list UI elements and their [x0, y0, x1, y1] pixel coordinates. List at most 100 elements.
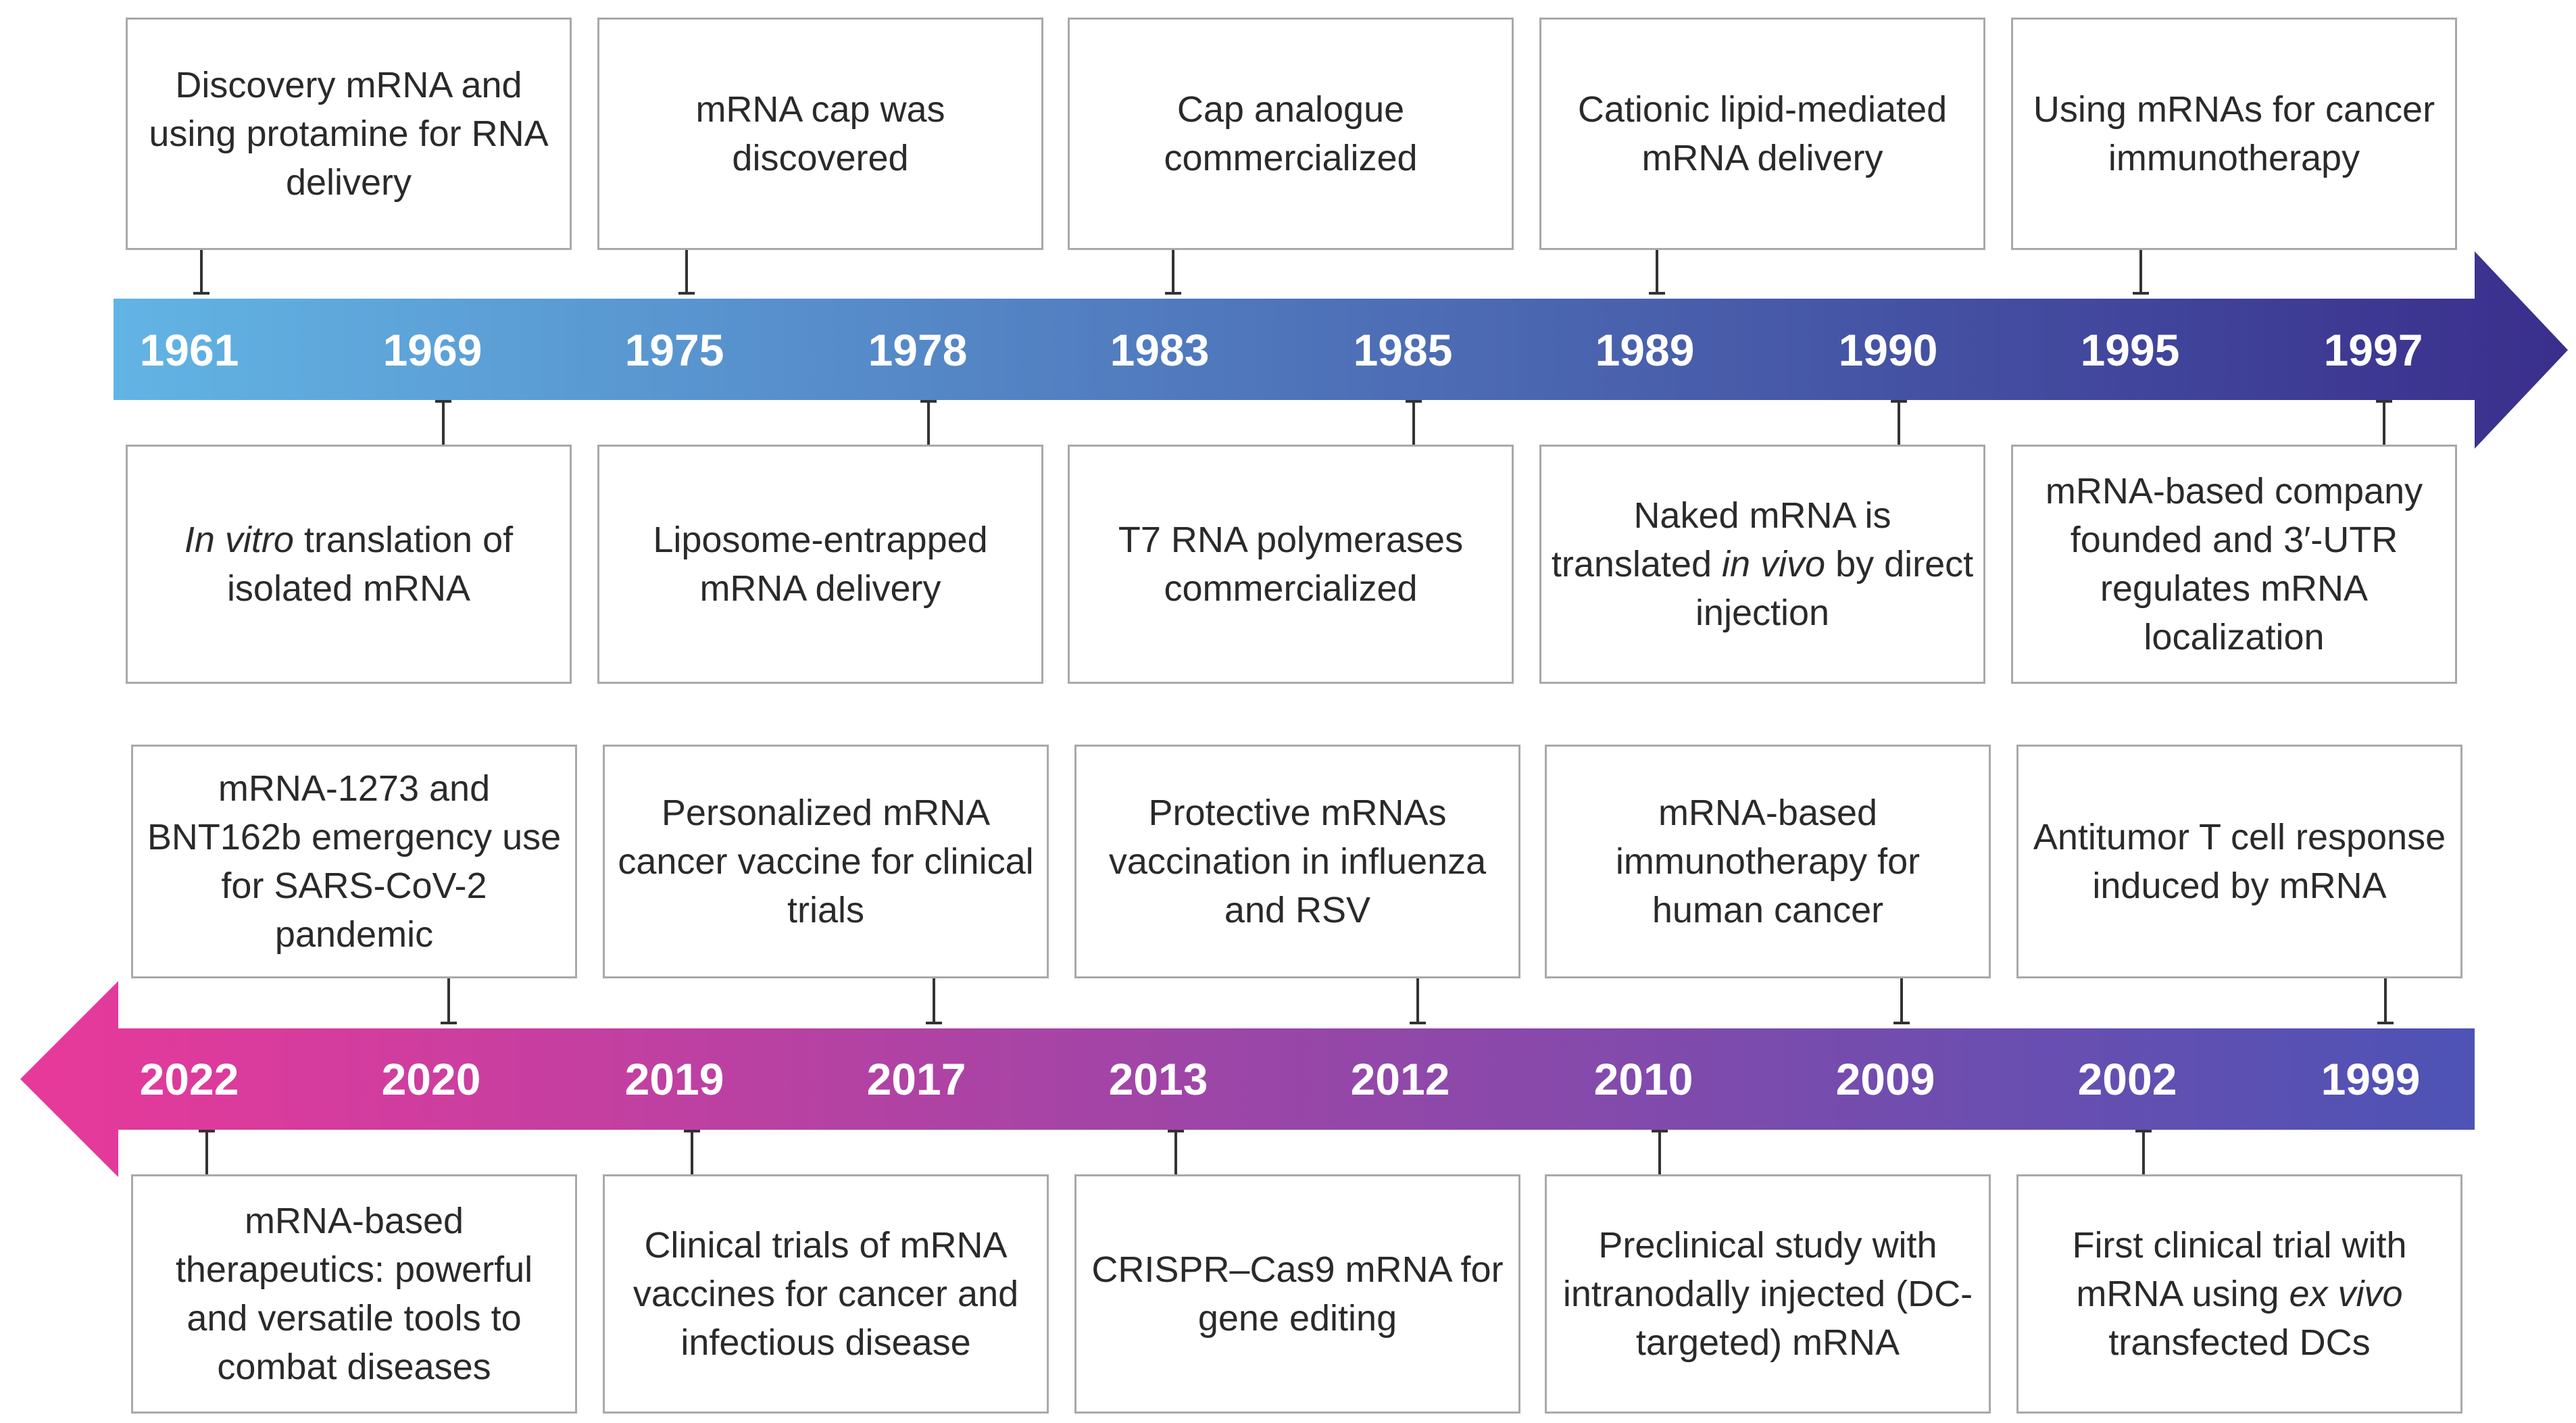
event-text: In vitro translation of isolated mRNA	[137, 516, 560, 613]
event-text: Cap analogue commercialized	[1164, 89, 1418, 178]
connector-line	[2142, 1130, 2145, 1174]
event-box: Naked mRNA is translated in vivo by dire…	[1539, 445, 1985, 684]
event-text: Clinical trials of mRNA vaccines for can…	[614, 1221, 1037, 1367]
connector-line	[200, 250, 203, 293]
event-text: T7 RNA polymerases commercialized	[1079, 516, 1502, 613]
year-label: 2009	[1835, 1054, 1935, 1104]
connector-tick	[441, 1022, 457, 1024]
event-text: CRISPR–Cas9 mRNA for gene editing	[1086, 1245, 1509, 1343]
year-label: 2020	[381, 1054, 481, 1104]
year-label: 1999	[2321, 1054, 2421, 1104]
event-box: Cationic lipid-mediated mRNA delivery	[1539, 18, 1985, 250]
event-box: mRNA-based immunotherapy for human cance…	[1545, 745, 1991, 978]
event-text-part: Liposome-entrapped mRNA delivery	[653, 520, 988, 609]
year-label: 2013	[1108, 1054, 1208, 1104]
year-label: 1990	[1838, 325, 1938, 375]
connector-line	[2383, 400, 2385, 445]
year-label: 1975	[624, 325, 724, 375]
event-text: Antitumor T cell response induced by mRN…	[2033, 817, 2446, 906]
event-text-part: Clinical trials of mRNA vaccines for can…	[633, 1225, 1019, 1363]
connector-line	[205, 1130, 208, 1174]
year-label: 2022	[139, 1054, 239, 1104]
event-text-part: transfected DCs	[2108, 1322, 2371, 1363]
year-label: 1983	[1110, 325, 1210, 375]
event-box: Cap analogue commercialized	[1068, 18, 1514, 250]
event-text: Cationic lipid-mediated mRNA delivery	[1577, 89, 1948, 178]
connector-line	[1416, 978, 1419, 1023]
event-box: Personalized mRNA cancer vaccine for cli…	[603, 745, 1049, 978]
event-text: First clinical trial with mRNA using ex …	[2028, 1221, 2451, 1367]
connector-tick	[1410, 1022, 1426, 1024]
event-box: mRNA-based therapeutics: powerful and ve…	[131, 1174, 577, 1414]
event-box: Liposome-entrapped mRNA delivery	[597, 445, 1043, 684]
event-text-italic: in vivo	[1722, 544, 1826, 584]
connector-tick	[2133, 292, 2149, 295]
event-text-italic: In vitro	[184, 520, 294, 560]
year-label: 1989	[1595, 325, 1695, 375]
year-label: 2012	[1350, 1054, 1450, 1104]
connector-line	[1900, 978, 1903, 1023]
event-text-part: translation of isolated mRNA	[226, 520, 514, 609]
event-text: mRNA-based therapeutics: powerful and ve…	[143, 1197, 566, 1391]
connector-tick	[193, 292, 209, 295]
event-box: First clinical trial with mRNA using ex …	[2016, 1174, 2462, 1414]
connector-tick	[678, 292, 695, 295]
event-box: CRISPR–Cas9 mRNA for gene editing	[1074, 1174, 1520, 1414]
event-text-part: Naked mRNA is translated	[1551, 495, 1891, 584]
event-text: Liposome-entrapped mRNA delivery	[609, 516, 1032, 613]
event-box: Clinical trials of mRNA vaccines for can…	[603, 1174, 1049, 1414]
year-label: 1961	[139, 325, 239, 375]
connector-line	[2384, 978, 2387, 1023]
year-label: 2017	[866, 1054, 966, 1104]
connector-tick	[1165, 292, 1181, 295]
connector-line	[2139, 250, 2142, 293]
year-label: 1985	[1353, 325, 1453, 375]
event-box: Discovery mRNA and using protamine for R…	[126, 18, 572, 250]
event-text: Naked mRNA is translated in vivo by dire…	[1551, 491, 1974, 637]
event-text: Protective mRNAs vaccination in influenz…	[1108, 793, 1487, 930]
year-label: 2002	[2077, 1054, 2177, 1104]
connector-line	[1174, 1130, 1177, 1174]
event-text: mRNA-based immunotherapy for human cance…	[1615, 793, 1921, 930]
connector-line	[442, 400, 445, 445]
connector-line	[691, 1130, 693, 1174]
year-label: 1978	[868, 325, 968, 375]
event-text: Discovery mRNA and using protamine for R…	[149, 65, 549, 203]
top-timeline-arrow	[114, 251, 2568, 449]
event-text-part: by direct injection	[1695, 544, 1974, 633]
connector-tick	[2377, 1022, 2394, 1024]
event-box: T7 RNA polymerases commercialized	[1068, 445, 1514, 684]
event-box: Using mRNAs for cancer immunotherapy	[2011, 18, 2457, 250]
connector-line	[1412, 400, 1415, 445]
connector-line	[933, 978, 935, 1023]
year-label: 2010	[1593, 1054, 1693, 1104]
event-box: mRNA-1273 and BNT162b emergency use for …	[131, 745, 577, 978]
event-text: mRNA-based company founded and 3′-UTR re…	[2023, 467, 2446, 661]
event-text-italic: ex vivo	[2289, 1274, 2403, 1314]
event-box: In vitro translation of isolated mRNA	[126, 445, 572, 684]
year-label: 1969	[382, 325, 482, 375]
event-text-part: mRNA-based therapeutics: powerful and ve…	[175, 1201, 533, 1387]
event-text-part: CRISPR–Cas9 mRNA for gene editing	[1091, 1249, 1504, 1339]
event-text-part: First clinical trial with mRNA using	[2072, 1225, 2407, 1314]
connector-tick	[926, 1022, 942, 1024]
event-box: Preclinical study with intranodally inje…	[1545, 1174, 1991, 1414]
year-label: 2019	[624, 1054, 724, 1104]
year-label: 1995	[2080, 325, 2180, 375]
event-box: Antitumor T cell response induced by mRN…	[2016, 745, 2462, 978]
connector-tick	[1893, 1022, 1910, 1024]
event-box: mRNA cap was discovered	[597, 18, 1043, 250]
connector-line	[927, 400, 930, 445]
event-text-part: Preclinical study with intranodally inje…	[1562, 1225, 1973, 1363]
event-text-part: mRNA-based company founded and 3′-UTR re…	[2045, 471, 2423, 657]
event-text-part: T7 RNA polymerases commercialized	[1118, 520, 1464, 609]
connector-line	[1658, 1130, 1661, 1174]
event-text: mRNA-1273 and BNT162b emergency use for …	[147, 768, 562, 955]
bottom-timeline-arrow	[20, 981, 2475, 1177]
event-box: Protective mRNAs vaccination in influenz…	[1074, 745, 1520, 978]
event-text: Using mRNAs for cancer immunotherapy	[2033, 89, 2435, 178]
connector-line	[1172, 250, 1174, 293]
year-label: 1997	[2323, 325, 2423, 375]
connector-line	[685, 250, 688, 293]
